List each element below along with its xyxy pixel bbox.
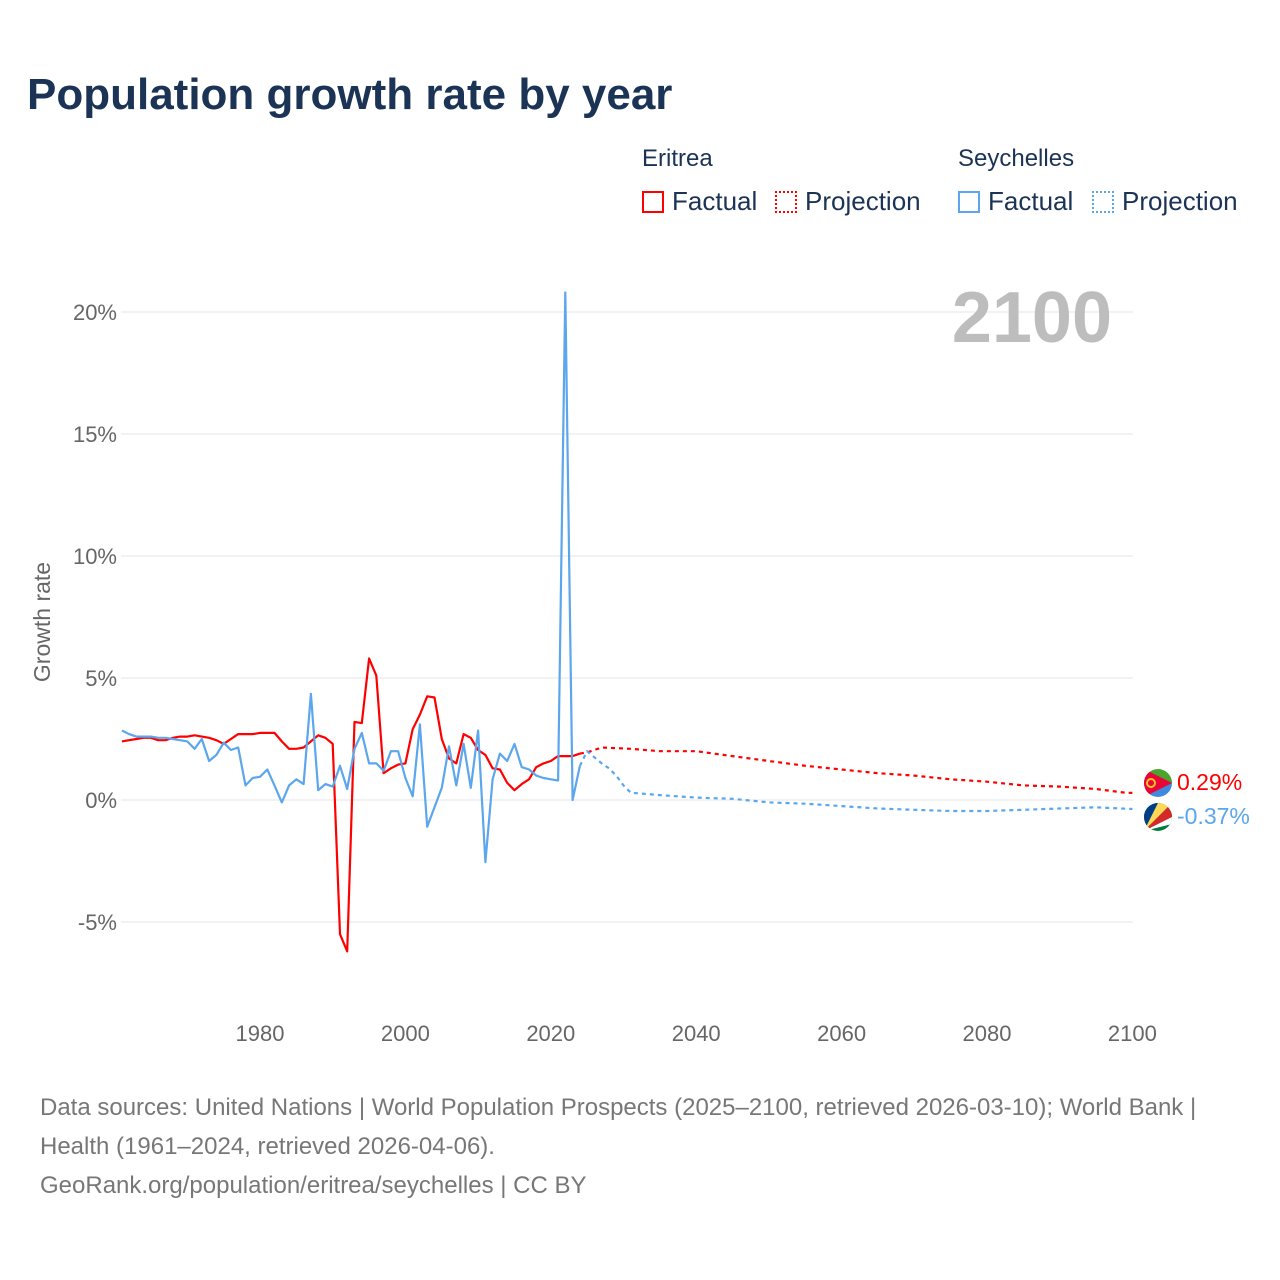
x-tick-label: 2080 xyxy=(963,1021,1012,1046)
chart-title: Population growth rate by year xyxy=(27,70,673,119)
y-tick-label: 0% xyxy=(85,788,117,813)
y-tick-label: 10% xyxy=(73,544,117,569)
x-tick-label: 2100 xyxy=(1108,1021,1157,1046)
legend-label: Factual xyxy=(988,186,1074,216)
y-tick-label: 15% xyxy=(73,422,117,447)
eritrea-end-value: 0.29% xyxy=(1177,769,1242,795)
dotted-swatch-icon xyxy=(775,190,797,213)
solid-swatch-icon xyxy=(958,190,980,213)
legend-eritrea-factual[interactable]: Factual xyxy=(642,186,757,217)
legend-label: Projection xyxy=(805,186,921,216)
legend-label: Projection xyxy=(1122,186,1238,216)
attribution-link[interactable]: GeoRank.org/population/eritrea/seychelle… xyxy=(40,1172,587,1199)
legend-eritrea-projection[interactable]: Projection xyxy=(775,186,921,217)
series-line-eritrea-factual xyxy=(121,657,581,953)
x-tick-label: 2020 xyxy=(526,1021,575,1046)
series-line-seychelles-projection xyxy=(578,750,1133,813)
seychelles-end-value: -0.37% xyxy=(1177,803,1250,829)
y-tick-label: 5% xyxy=(85,666,117,691)
y-tick-label: 20% xyxy=(73,300,117,325)
seychelles-flag-icon xyxy=(1144,803,1172,831)
legend-group-seychelles: Seychelles xyxy=(958,145,1075,172)
eritrea-flag-icon xyxy=(1144,769,1172,797)
series-line-seychelles-factual xyxy=(121,291,581,864)
x-tick-label: 1980 xyxy=(236,1021,285,1046)
legend-seychelles-factual[interactable]: Factual xyxy=(958,186,1073,217)
data-sources: Data sources: United Nations | World Pop… xyxy=(40,1094,1197,1160)
y-tick-label: -5% xyxy=(78,910,117,935)
footer: Data sources: United Nations | World Pop… xyxy=(40,1088,1240,1205)
year-watermark: 2100 xyxy=(952,278,1112,358)
solid-swatch-icon xyxy=(642,190,664,213)
x-tick-label: 2000 xyxy=(381,1021,430,1046)
legend-label: Factual xyxy=(672,186,758,216)
x-tick-label: 2060 xyxy=(817,1021,866,1046)
series-line-eritrea-projection xyxy=(579,746,1133,794)
legend-seychelles-projection[interactable]: Projection xyxy=(1092,186,1238,217)
dotted-swatch-icon xyxy=(1092,190,1114,213)
legend-group-eritrea: Eritrea xyxy=(642,145,713,172)
y-axis-label: Growth rate xyxy=(29,562,55,682)
x-tick-label: 2040 xyxy=(672,1021,721,1046)
